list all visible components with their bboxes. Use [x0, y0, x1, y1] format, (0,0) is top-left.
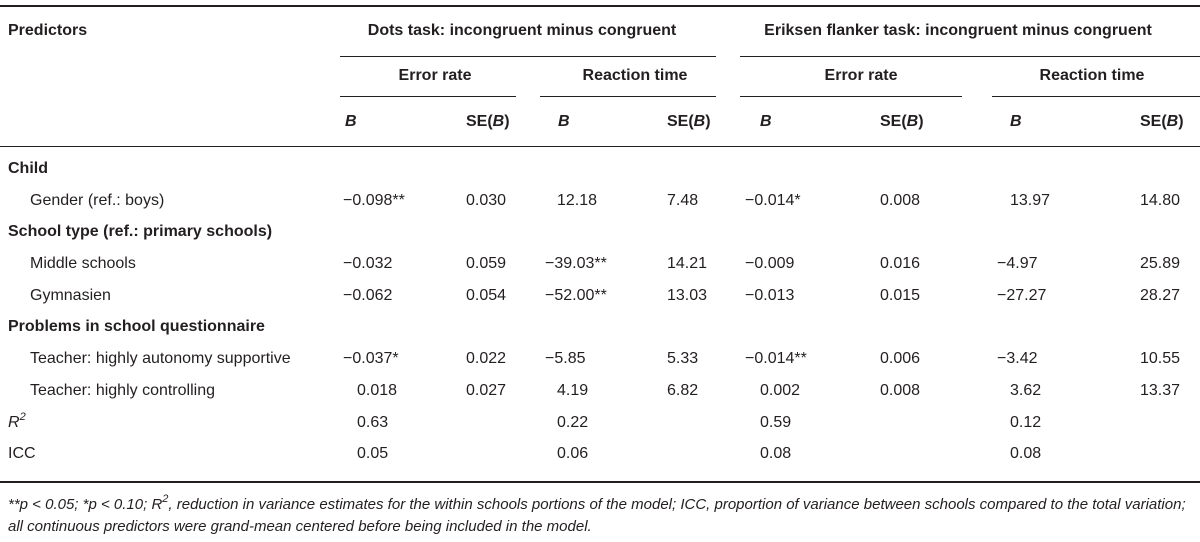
table-cell: 0.022	[466, 350, 507, 367]
table-cell: 6.82	[667, 382, 699, 399]
eriksen-error-rate-rule	[740, 96, 962, 97]
table-cell: 0.016	[880, 255, 921, 272]
table-cell: 0.22	[557, 414, 589, 431]
section-problems: Problems in school questionnaire	[8, 318, 265, 335]
top-rule	[0, 5, 1200, 7]
row-label-gender: Gender (ref.: boys)	[30, 192, 165, 209]
table-cell: 5.33	[667, 350, 699, 367]
row-label-r2: R2	[8, 410, 26, 431]
table-cell: 14.21	[667, 255, 708, 272]
table-cell: 3.62	[1010, 382, 1042, 399]
table-cell: 0.030	[466, 192, 507, 209]
table-cell: −4.97	[997, 255, 1038, 272]
table-cell: −0.037*	[343, 350, 399, 367]
dots-reaction-time-header: Reaction time	[582, 67, 688, 84]
dots-task-header: Dots task: incongruent minus congruent	[367, 22, 677, 39]
eriksen-error-rate-header: Error rate	[824, 67, 898, 84]
table-cell: 0.015	[880, 287, 921, 304]
row-label-gymnasien: Gymnasien	[30, 287, 111, 304]
table-footnote: **p < 0.05; *p < 0.10; R2, reduction in …	[8, 493, 1186, 536]
se-header-1: SE(B)	[466, 113, 510, 130]
table-cell: −0.062	[343, 287, 393, 304]
table-cell: −39.03**	[545, 255, 607, 272]
table-cell: −0.098**	[343, 192, 405, 209]
se-header-4: SE(B)	[1140, 113, 1184, 130]
table-cell: 0.059	[466, 255, 507, 272]
table-cell: 13.03	[667, 287, 708, 304]
table-cell: 0.054	[466, 287, 507, 304]
table-cell: 0.05	[357, 445, 389, 462]
table-cell: 4.19	[557, 382, 589, 399]
section-school-type: School type (ref.: primary schools)	[8, 223, 273, 240]
row-label-autonomy-supportive: Teacher: highly autonomy supportive	[30, 350, 291, 367]
b-header-3: B	[760, 113, 772, 130]
predictors-header: Predictors	[8, 22, 88, 39]
section-child: Child	[8, 160, 48, 177]
dots-task-rule	[340, 56, 716, 57]
table-cell: 0.008	[880, 382, 921, 399]
eriksen-task-rule	[740, 56, 1200, 57]
table-cell: 0.08	[760, 445, 792, 462]
table-cell: 28.27	[1140, 287, 1181, 304]
table-cell: 14.80	[1140, 192, 1181, 209]
table-cell: −0.014**	[745, 350, 807, 367]
b-header-4: B	[1010, 113, 1022, 130]
se-header-3: SE(B)	[880, 113, 924, 130]
eriksen-reaction-time-header: Reaction time	[1039, 67, 1145, 84]
table-cell: 0.008	[880, 192, 921, 209]
table-cell: 0.06	[557, 445, 589, 462]
table-cell: 12.18	[557, 192, 598, 209]
table-cell: 25.89	[1140, 255, 1181, 272]
dots-error-rate-rule	[340, 96, 516, 97]
row-label-icc: ICC	[8, 445, 36, 462]
table-cell: 0.006	[880, 350, 921, 367]
table-cell: 10.55	[1140, 350, 1181, 367]
table-bottom-rule	[0, 481, 1200, 483]
table-cell: 0.12	[1010, 414, 1042, 431]
table-cell: −52.00**	[545, 287, 607, 304]
b-header-1: B	[345, 113, 357, 130]
table-cell: −0.032	[343, 255, 393, 272]
eriksen-task-header: Eriksen flanker task: incongruent minus …	[764, 22, 1152, 39]
row-label-middle-schools: Middle schools	[30, 255, 136, 272]
dots-error-rate-header: Error rate	[398, 67, 472, 84]
table-cell: 13.37	[1140, 382, 1181, 399]
table-cell: 0.027	[466, 382, 507, 399]
table-cell: −0.009	[745, 255, 795, 272]
se-header-2: SE(B)	[667, 113, 711, 130]
b-header-2: B	[558, 113, 570, 130]
table-cell: −0.013	[745, 287, 795, 304]
row-label-controlling: Teacher: highly controlling	[30, 382, 215, 399]
table-cell: −0.014*	[745, 192, 801, 209]
table-cell: 13.97	[1010, 192, 1051, 209]
table-cell: 0.59	[760, 414, 792, 431]
table-cell: 0.08	[1010, 445, 1042, 462]
table-cell: 0.63	[357, 414, 389, 431]
table-cell: 0.018	[357, 382, 398, 399]
dots-reaction-time-rule	[540, 96, 716, 97]
eriksen-reaction-time-rule	[992, 96, 1200, 97]
header-bottom-rule	[0, 146, 1200, 147]
table-cell: 7.48	[667, 192, 699, 209]
table-cell: 0.002	[760, 382, 801, 399]
table-cell: −3.42	[997, 350, 1038, 367]
table-cell: −5.85	[545, 350, 586, 367]
table-cell: −27.27	[997, 287, 1047, 304]
